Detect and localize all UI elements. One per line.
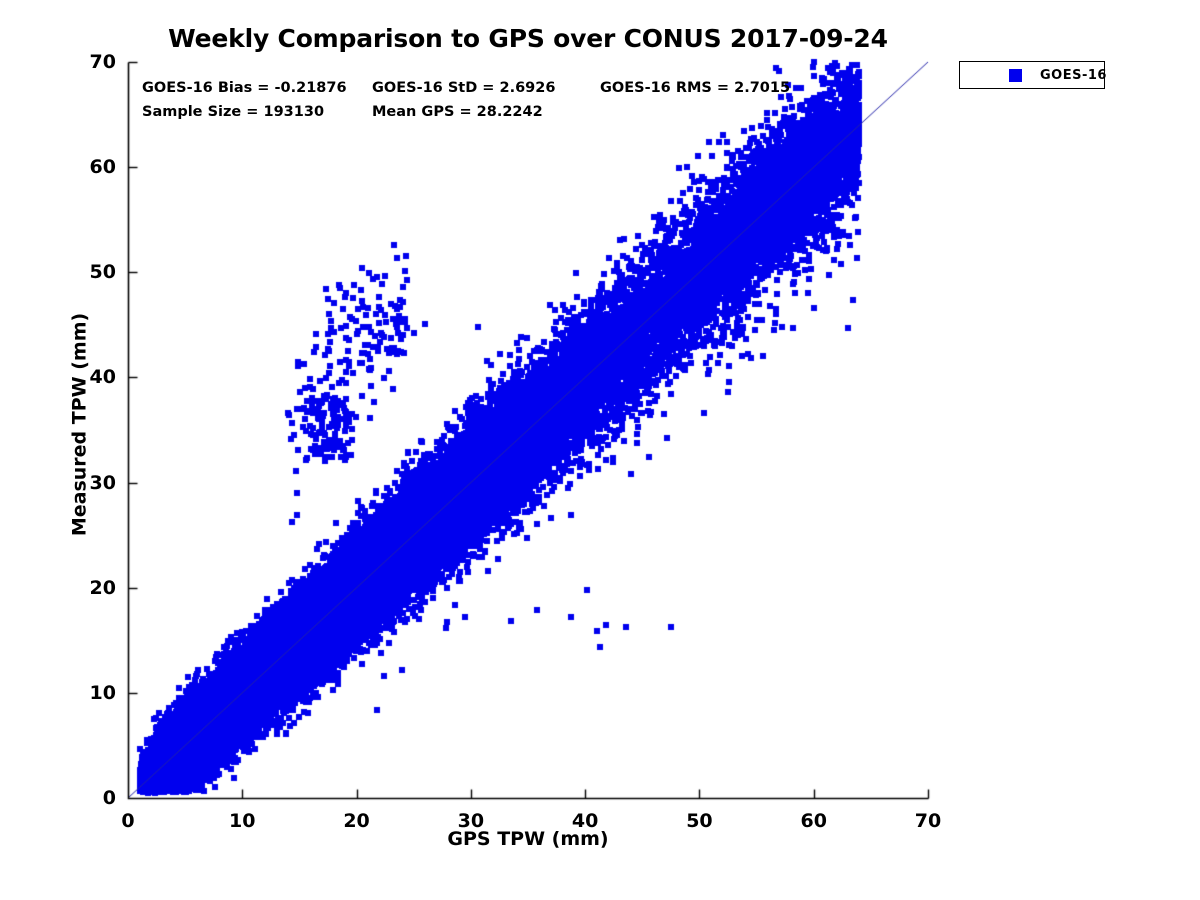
y-tick-20: 20 bbox=[89, 576, 116, 599]
x-axis-label: GPS TPW (mm) bbox=[447, 828, 609, 850]
stat-bias: GOES-16 Bias = -0.21876 bbox=[142, 80, 347, 96]
y-tick-30: 30 bbox=[89, 471, 116, 494]
legend[interactable] bbox=[959, 61, 1105, 89]
stat-rms: GOES-16 RMS = 2.7015 bbox=[600, 80, 791, 96]
stat-std: GOES-16 StD = 2.6926 bbox=[372, 80, 556, 96]
x-tick-50: 50 bbox=[686, 810, 713, 832]
page-title: Weekly Comparison to GPS over CONUS 2017… bbox=[168, 24, 888, 53]
y-tick-0: 0 bbox=[102, 787, 116, 809]
y-tick-40: 40 bbox=[89, 366, 116, 389]
x-tick-0: 0 bbox=[121, 810, 135, 832]
x-tick-60: 60 bbox=[800, 810, 827, 832]
x-tick-20: 20 bbox=[343, 810, 370, 832]
y-tick-60: 60 bbox=[89, 156, 116, 179]
x-tick-10: 10 bbox=[229, 810, 256, 832]
y-tick-50: 50 bbox=[89, 261, 116, 284]
x-tick-70: 70 bbox=[914, 810, 942, 832]
stat-sample-size: Sample Size = 193130 bbox=[142, 104, 325, 120]
x-tick-30: 30 bbox=[457, 810, 485, 832]
y-tick-10: 10 bbox=[89, 681, 116, 704]
legend-marker-icon bbox=[1009, 69, 1022, 82]
stat-mean-gps: Mean GPS = 28.2242 bbox=[372, 104, 543, 120]
y-axis-label: Measured TPW (mm) bbox=[68, 312, 91, 537]
y-tick-70: 70 bbox=[89, 51, 116, 73]
x-tick-40: 40 bbox=[571, 810, 599, 832]
legend-series-label: GOES-16 bbox=[1040, 68, 1107, 83]
